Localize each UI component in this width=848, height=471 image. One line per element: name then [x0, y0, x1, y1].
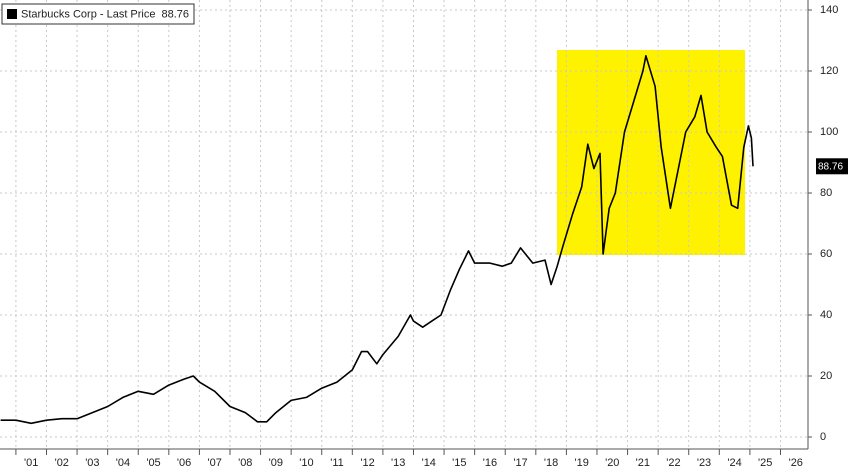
highlight-box — [557, 50, 745, 255]
x-tick-label: '08 — [238, 457, 252, 469]
x-tick-label: '06 — [177, 457, 191, 469]
x-tick-label: '11 — [330, 457, 344, 469]
x-tick-label: '04 — [116, 457, 130, 469]
y-tick-label: 120 — [820, 65, 838, 77]
legend-swatch — [7, 9, 17, 19]
x-tick-label: '19 — [575, 457, 589, 469]
x-tick-label: '26 — [789, 457, 803, 469]
x-tick-label: '09 — [269, 457, 283, 469]
last-price-tag-bg — [816, 158, 848, 175]
x-tick-label: '21 — [636, 457, 650, 469]
y-tick-label: 60 — [820, 248, 832, 260]
y-tick-label: 140 — [820, 4, 838, 16]
y-tick-label: 80 — [820, 187, 832, 199]
last-price-tag: 88.76 — [818, 161, 843, 172]
price-line — [0, 55, 754, 425]
y-tick-label: 0 — [820, 431, 826, 443]
x-tick-label: '18 — [544, 457, 558, 469]
x-tick-label: '12 — [360, 457, 374, 469]
y-tick-label: 40 — [820, 309, 832, 321]
x-tick-label: '16 — [483, 457, 497, 469]
x-tick-label: '20 — [605, 457, 619, 469]
x-tick-label: '24 — [727, 457, 741, 469]
x-tick-label: '15 — [452, 457, 466, 469]
x-tick-label: '02 — [55, 457, 69, 469]
x-tick-label: '23 — [697, 457, 711, 469]
legend-box — [1, 3, 195, 25]
x-tick-label: '10 — [299, 457, 313, 469]
y-tick-label: 20 — [820, 370, 832, 382]
x-tick-label: '13 — [391, 457, 405, 469]
x-tick-label: '07 — [208, 457, 222, 469]
x-tick-label: '03 — [85, 457, 99, 469]
y-tick-label: 100 — [820, 126, 838, 138]
plot — [0, 55, 754, 425]
x-tick-label: '17 — [513, 457, 527, 469]
legend-label: Starbucks Corp - Last Price — [21, 8, 156, 20]
legend: Starbucks Corp - Last Price 88.76 — [1, 3, 195, 25]
x-tick-label: '25 — [758, 457, 772, 469]
x-tick-label: '05 — [146, 457, 160, 469]
x-tick-label: '14 — [422, 457, 436, 469]
legend-last-price: 88.76 — [162, 8, 190, 20]
x-tick-label: '01 — [24, 457, 38, 469]
x-tick-label: '22 — [666, 457, 680, 469]
